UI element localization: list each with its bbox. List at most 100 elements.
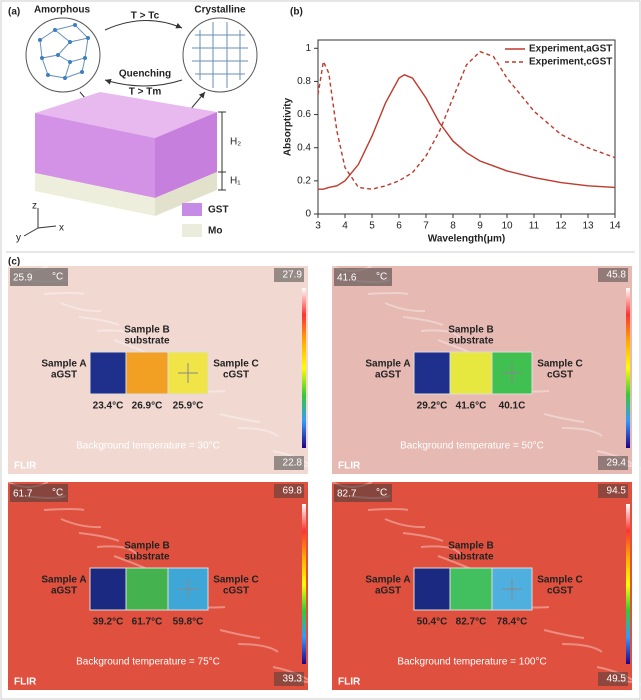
sample-temperature: 41.6°C: [456, 401, 487, 412]
crystal-lattice: [192, 22, 248, 88]
heating-label: T > Tc: [131, 11, 160, 22]
sample: [89, 351, 127, 395]
brand: FLIR: [14, 461, 37, 472]
texture: [219, 413, 261, 423]
y-tick-label: 0.2: [297, 175, 311, 186]
sample-material: aGST: [51, 370, 77, 381]
sample-temperature: 25.9°C: [173, 401, 204, 412]
scale-max: 45.8: [607, 270, 627, 281]
x-axis-label: Wavelength(μm): [428, 234, 505, 245]
arrow: [104, 78, 183, 87]
x-tick-label: 7: [423, 221, 429, 232]
texture: [43, 508, 85, 511]
sample-material: cGST: [547, 370, 573, 381]
sample-name: Sample B: [448, 325, 494, 336]
scale-max-box: [274, 268, 304, 282]
scale-max: 27.9: [283, 270, 303, 281]
melting-label: T > Tm: [129, 87, 162, 98]
reading: 82.7: [337, 489, 357, 500]
crosshair: [502, 579, 522, 599]
reading-box: [10, 484, 68, 502]
sample: [89, 567, 127, 611]
sample: [449, 567, 493, 611]
y-tick-label: 0: [305, 209, 311, 220]
x-tick-label: 14: [609, 221, 621, 232]
x-tick-label: 4: [342, 221, 348, 232]
coordinate-axes: [23, 208, 57, 237]
texture: [43, 292, 85, 295]
sample-name: Sample C: [213, 575, 259, 586]
reading-unit: °C: [376, 272, 387, 283]
scale-max-box: [598, 268, 628, 282]
x-tick-label: 6: [396, 221, 402, 232]
sample: [491, 567, 533, 611]
gst-front: [35, 113, 155, 198]
texture: [561, 427, 603, 437]
sample-material: substrate: [124, 336, 169, 347]
sample-name: Sample B: [124, 541, 170, 552]
texture: [420, 329, 462, 340]
h2-label: H₂: [230, 137, 241, 148]
legend-swatch: [182, 224, 202, 237]
reading-box: [334, 484, 392, 502]
x-tick-label: 11: [529, 221, 540, 232]
reading: 41.6: [337, 273, 357, 284]
scale-max: 69.8: [283, 486, 303, 497]
reading-unit: °C: [52, 488, 63, 499]
series-line: [318, 74, 616, 190]
sample-temperature: 82.7°C: [456, 617, 487, 628]
sample-temperature: 39.2°C: [93, 617, 124, 628]
texture: [384, 518, 426, 529]
sample: [449, 351, 493, 395]
x-tick-label: 5: [369, 221, 375, 232]
background-temperature: Background temperature = 100°C: [397, 657, 546, 668]
sample-material: cGST: [547, 586, 573, 597]
texture: [367, 292, 409, 295]
texture: [402, 532, 444, 542]
sample: [125, 567, 169, 611]
sample-name: Sample C: [213, 359, 259, 370]
y-tick-label: 0.8: [297, 76, 311, 87]
axis-y: y: [16, 233, 21, 244]
axis-z: z: [32, 201, 37, 212]
panel-label: (c): [8, 257, 20, 268]
sample-temperature: 59.8°C: [173, 617, 204, 628]
series-line: [317, 50, 616, 190]
mo-side: [155, 172, 217, 216]
texture: [420, 545, 462, 556]
texture: [561, 643, 603, 653]
mo-front: [35, 173, 155, 216]
texture: [60, 518, 102, 529]
amorphous-atoms: [38, 23, 90, 80]
brand: FLIR: [338, 461, 361, 472]
panel-label: (b): [290, 7, 303, 18]
amorphous-circle: [25, 17, 101, 93]
texture: [78, 316, 120, 326]
arrow: [104, 20, 183, 31]
x-tick-label: 12: [555, 221, 567, 232]
texture: [543, 629, 585, 639]
crystalline-circle: [182, 17, 258, 93]
color-bar: [626, 504, 630, 664]
texture: [219, 629, 261, 639]
sample-material: substrate: [448, 336, 493, 347]
sample-temperature: 26.9°C: [132, 401, 163, 412]
sample-material: cGST: [223, 370, 249, 381]
texture: [60, 302, 102, 313]
legend-label: Experiment,cGST: [529, 57, 612, 68]
texture: [78, 532, 120, 542]
axis-x: x: [59, 223, 64, 234]
scale-min: 29.4: [607, 458, 627, 469]
y-tick-label: 0.4: [297, 142, 311, 153]
texture: [96, 329, 138, 340]
sample: [413, 567, 451, 611]
sample-temperature: 78.4°C: [497, 617, 528, 628]
legend-label: GST: [208, 205, 229, 216]
sample-name: Sample C: [537, 359, 583, 370]
panel-a: (a) Amorphous Crystalline T > Tc Quenchi…: [8, 5, 258, 244]
reading-box: [334, 268, 392, 286]
